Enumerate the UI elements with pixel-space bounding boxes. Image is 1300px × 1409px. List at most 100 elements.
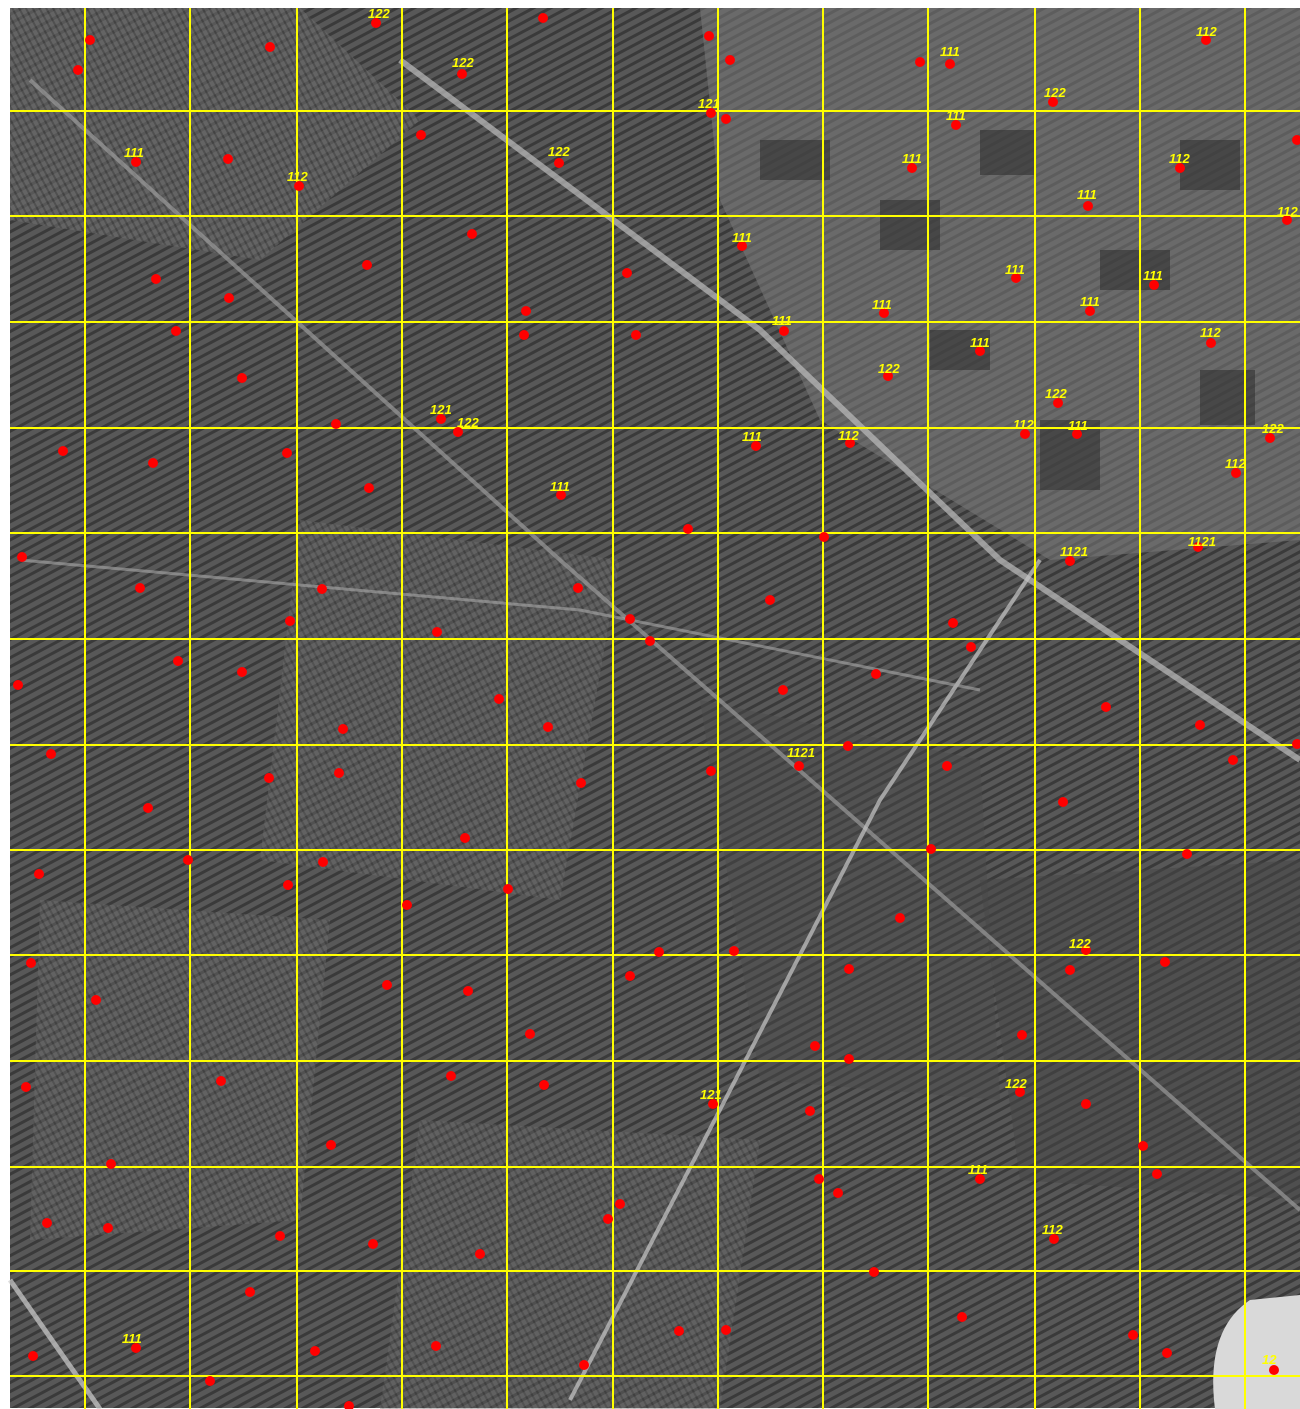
sample-point xyxy=(751,441,761,451)
sample-point xyxy=(1020,429,1030,439)
sample-point xyxy=(416,130,426,140)
land-use-label: 111 xyxy=(124,145,144,160)
land-use-label: 111 xyxy=(122,1331,142,1346)
land-use-label: 111 xyxy=(872,297,892,312)
land-use-label: 111 xyxy=(732,230,752,245)
land-use-label: 111 xyxy=(550,479,570,494)
sample-point xyxy=(845,438,855,448)
sample-point xyxy=(1083,201,1093,211)
sample-point xyxy=(13,680,23,690)
sample-point xyxy=(294,181,304,191)
sample-point xyxy=(371,18,381,28)
land-use-label: 112 xyxy=(1277,204,1298,219)
land-use-label: 122 xyxy=(1044,85,1066,100)
land-use-label: 112 xyxy=(287,169,308,184)
sample-point xyxy=(1017,1030,1027,1040)
sample-point xyxy=(945,59,955,69)
sample-point xyxy=(1149,280,1159,290)
land-use-label: 111 xyxy=(1143,268,1163,283)
sample-point xyxy=(556,490,566,500)
sample-point xyxy=(382,980,392,990)
sampling-grid xyxy=(10,8,1300,1409)
sample-point xyxy=(721,1325,731,1335)
sample-point xyxy=(1081,945,1091,955)
sample-point xyxy=(17,552,27,562)
sample-point xyxy=(915,57,925,67)
sample-point xyxy=(1195,720,1205,730)
sample-point xyxy=(1162,1348,1172,1358)
sample-point xyxy=(151,274,161,284)
sample-point xyxy=(1048,97,1058,107)
land-use-label: 122 xyxy=(368,6,390,21)
land-use-label: 111 xyxy=(1080,294,1100,309)
sample-point xyxy=(503,884,513,894)
land-use-label: 122 xyxy=(1045,386,1067,401)
sample-point xyxy=(538,13,548,23)
sample-point xyxy=(457,69,467,79)
sample-point xyxy=(814,1174,824,1184)
sample-point xyxy=(237,373,247,383)
sample-point xyxy=(317,584,327,594)
sample-point xyxy=(183,855,193,865)
sample-point xyxy=(143,803,153,813)
sample-point xyxy=(844,1054,854,1064)
sample-point xyxy=(237,667,247,677)
sample-point xyxy=(871,669,881,679)
sample-point xyxy=(453,427,463,437)
land-use-label: 111 xyxy=(1068,418,1088,433)
sample-point xyxy=(223,154,233,164)
sample-point xyxy=(778,685,788,695)
sample-point xyxy=(805,1106,815,1116)
land-use-label: 122 xyxy=(548,144,570,159)
land-use-label: 122 xyxy=(452,55,474,70)
sample-point xyxy=(364,483,374,493)
sample-point xyxy=(622,268,632,278)
sample-point xyxy=(460,833,470,843)
sample-point xyxy=(431,1341,441,1351)
sample-point xyxy=(951,120,961,130)
sample-point xyxy=(525,1029,535,1039)
sample-point xyxy=(1292,739,1300,749)
land-use-label: 1121 xyxy=(787,745,815,760)
sample-point xyxy=(708,1099,718,1109)
sample-point xyxy=(28,1351,38,1361)
sample-point xyxy=(245,1287,255,1297)
sample-point xyxy=(331,419,341,429)
sample-point xyxy=(907,163,917,173)
land-use-label: 122 xyxy=(457,415,479,430)
sample-point xyxy=(1282,215,1292,225)
land-use-label: 112 xyxy=(1013,417,1034,432)
sample-point xyxy=(895,913,905,923)
sample-point xyxy=(46,749,56,759)
sample-point xyxy=(975,1174,985,1184)
sample-point xyxy=(1175,163,1185,173)
sample-point xyxy=(1065,556,1075,566)
land-use-label: 1121 xyxy=(1060,544,1088,559)
sample-point xyxy=(318,857,328,867)
sample-point xyxy=(579,1360,589,1370)
sample-point xyxy=(1206,338,1216,348)
sample-points xyxy=(13,13,1300,1409)
sample-point xyxy=(794,761,804,771)
sample-point xyxy=(1053,398,1063,408)
sample-point xyxy=(1265,433,1275,443)
sample-point xyxy=(573,583,583,593)
land-use-label: 121 xyxy=(430,402,452,417)
sample-point xyxy=(1201,35,1211,45)
sample-point xyxy=(58,446,68,456)
sample-point xyxy=(721,114,731,124)
sample-point xyxy=(1152,1169,1162,1179)
sample-point xyxy=(91,995,101,1005)
sample-point xyxy=(265,42,275,52)
sample-point xyxy=(103,1223,113,1233)
land-use-label: 111 xyxy=(742,429,762,444)
sample-point xyxy=(285,616,295,626)
land-use-labels: 122 122 111 112 111 122 111 122 112 111 … xyxy=(122,6,1298,1367)
sample-point xyxy=(942,761,952,771)
sample-point xyxy=(1228,755,1238,765)
land-use-label: 111 xyxy=(940,44,960,59)
sample-point xyxy=(310,1346,320,1356)
land-use-label: 112 xyxy=(1225,456,1246,471)
sample-point xyxy=(1072,429,1082,439)
land-use-label: 112 xyxy=(1196,24,1217,39)
